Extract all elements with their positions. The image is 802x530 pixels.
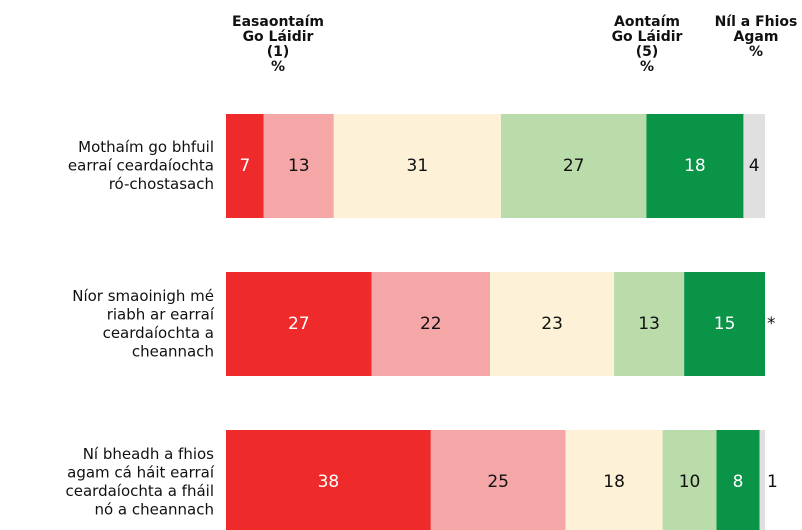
bar-segment: [500, 114, 647, 218]
bar-segment: [614, 272, 685, 376]
value-label: 22: [420, 314, 442, 334]
bar-segment: [226, 114, 264, 218]
column-unit: %: [271, 59, 285, 75]
value-label: 27: [288, 314, 310, 334]
bar-segment: [759, 430, 765, 530]
column-header: (1): [267, 44, 290, 60]
value-label: 38: [318, 472, 340, 492]
row-label: ceardaíochta a: [103, 324, 214, 342]
bar-segment: [565, 430, 663, 530]
column-unit: %: [640, 59, 654, 75]
bar-segment: [430, 430, 566, 530]
value-label: 10: [679, 472, 701, 492]
row-label: ceardaíochta a fháil: [66, 482, 215, 500]
value-label: 7: [239, 156, 250, 176]
bar-segment: [333, 114, 501, 218]
bar-segment: [226, 430, 431, 530]
value-label: 23: [541, 314, 563, 334]
value-label: 13: [288, 156, 310, 176]
value-label: 4: [749, 156, 760, 176]
column-header: Aontaím: [614, 14, 680, 30]
column-header: Agam: [734, 29, 779, 45]
column-header: Go Láidir: [612, 29, 683, 45]
value-label: 13: [638, 314, 660, 334]
row-label: earraí ceardaíochta: [68, 157, 214, 175]
row-label: agam cá háit earraí: [67, 463, 215, 481]
row-label: Mothaím go bhfuil: [78, 138, 214, 156]
value-label: 1: [767, 472, 778, 492]
bar-segment: [263, 114, 334, 218]
column-header: Easaontaím: [232, 14, 324, 30]
value-label: 27: [563, 156, 585, 176]
value-label: 31: [407, 156, 429, 176]
row-label: riabh ar earraí: [107, 305, 215, 323]
bar-segment: [490, 272, 615, 376]
bar-segment: [646, 114, 744, 218]
column-header: Níl a Fhios: [715, 14, 798, 30]
value-label: 18: [603, 472, 625, 492]
bar-segment: [371, 272, 491, 376]
value-label: 25: [487, 472, 509, 492]
row-label: ró-chostasach: [109, 175, 214, 193]
bar-segment: [716, 430, 760, 530]
row-label: cheannach: [132, 342, 214, 360]
bar-segment: [684, 272, 765, 376]
bar-segment: [743, 114, 765, 218]
column-header: Go Láidir: [243, 29, 314, 45]
row-label: Níor smaoinigh mé: [72, 287, 214, 305]
value-label: 15: [714, 314, 736, 334]
value-label: 8: [733, 472, 744, 492]
row-label: nó a cheannach: [94, 500, 214, 518]
value-label: 18: [684, 156, 706, 176]
row-label: Ní bheadh a fhios: [83, 445, 214, 463]
bar-segment: [662, 430, 717, 530]
column-header: (5): [636, 44, 659, 60]
value-label: *: [767, 314, 776, 334]
column-unit: %: [749, 44, 763, 60]
bar-segment: [226, 272, 372, 376]
